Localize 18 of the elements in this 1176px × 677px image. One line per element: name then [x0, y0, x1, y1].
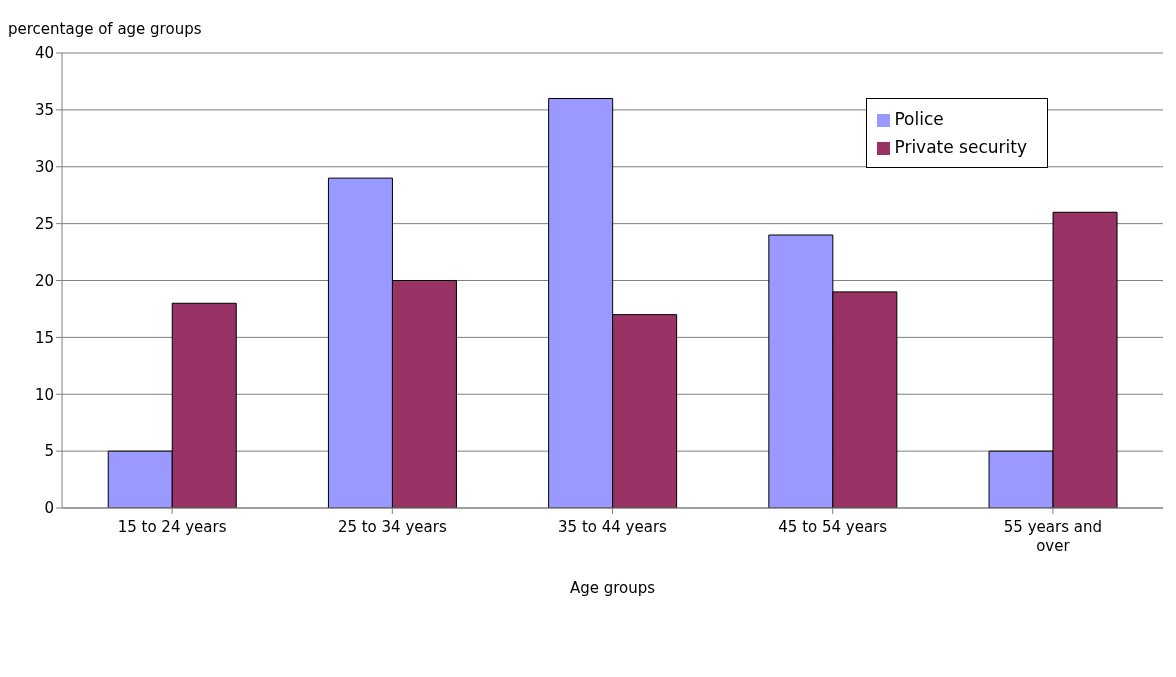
y-tick-label: 40 [34, 44, 54, 63]
x-tick-label: 25 to 34 years [337, 518, 447, 536]
y-tick-label: 15 [34, 328, 54, 347]
x-tick-label: 15 to 24 years [117, 518, 227, 536]
y-tick-label: 0 [44, 499, 54, 518]
y-tick-label: 25 [34, 214, 54, 233]
legend-label: Private security [894, 137, 1027, 157]
x-tick-label: 35 to 44 years [558, 518, 668, 536]
y-tick-label: 20 [34, 271, 54, 290]
y-tick-label: 35 [34, 101, 54, 120]
x-tick-label: 45 to 54 years [778, 518, 888, 536]
y-tick-label: 30 [34, 158, 54, 177]
y-tick-label: 5 [44, 442, 54, 461]
x-axis-title: Age groups [569, 579, 656, 597]
legend-label: Police [894, 109, 944, 129]
y-axis-title: percentage of age groups [8, 20, 202, 38]
x-tick-label: 55 years and over [1003, 518, 1102, 555]
y-tick-label: 10 [34, 385, 54, 404]
